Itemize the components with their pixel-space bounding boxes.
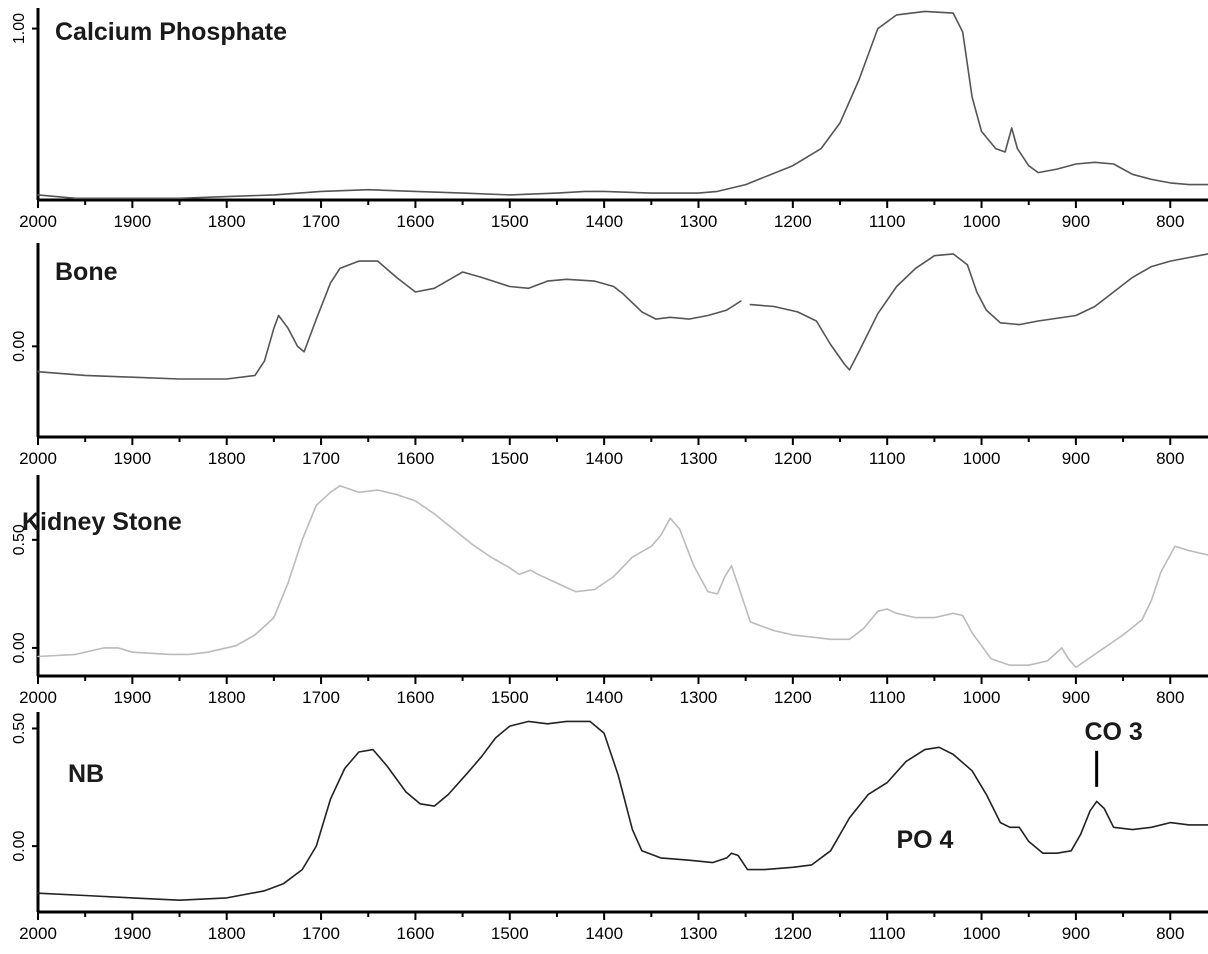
panel-title: NB [68,760,104,788]
y-tick-label: 0.00 [11,830,28,861]
x-tick-label: 800 [1156,449,1184,468]
x-tick-label: 1600 [397,449,435,468]
spectrum-line [37,485,1208,669]
panel-4: 2000 1900 1800 1700 1600 1500 1400 1300 1200 1100… [11,712,1208,943]
x-tick-label: 1500 [491,688,529,707]
x-tick-label: 1500 [491,212,529,231]
x-tick-label: 1300 [680,212,718,231]
x-tick-label: 1000 [963,449,1001,468]
x-tick-label: 900 [1062,688,1090,707]
x-tick-label: 2000 [19,924,57,943]
x-tick-label: 1500 [491,449,529,468]
panel-1: 2000 1900 1800 1700 1600 1500 1400 1300 1200 1100… [11,8,1208,231]
y-tick-label: 0.50 [11,713,28,744]
x-tick-label: 800 [1156,688,1184,707]
x-tick-label: 1400 [585,449,623,468]
x-tick-label: 1300 [680,449,718,468]
spectrum-line [37,720,1208,901]
x-tick-label: 1400 [585,924,623,943]
x-tick-label: 1400 [585,688,623,707]
x-tick-label: 1200 [774,212,812,231]
y-tick-label: 1.00 [11,13,28,44]
spectrum-line [37,10,1208,200]
x-tick-label: 800 [1156,924,1184,943]
y-tick-label: 0.50 [11,524,28,555]
x-tick-label: 1200 [774,924,812,943]
x-tick-label: 2000 [19,212,57,231]
x-tick-label: 1800 [208,449,246,468]
x-tick-label: 900 [1062,924,1090,943]
x-tick-label: 1700 [302,688,340,707]
x-tick-label: 1600 [397,924,435,943]
x-tick-label: 900 [1062,449,1090,468]
x-tick-label: 1900 [113,688,151,707]
x-tick-label: 1400 [585,212,623,231]
x-tick-label: 1600 [397,688,435,707]
x-tick-label: 1900 [113,924,151,943]
x-tick-label: 1800 [208,212,246,231]
x-tick-label: 1300 [680,924,718,943]
x-tick-label: 800 [1156,212,1184,231]
panel-title: Calcium Phosphate [55,18,287,46]
x-tick-label: 1800 [208,688,246,707]
spectrum-line [37,260,742,380]
y-tick-label: 0.00 [11,632,28,663]
panel-2: 2000 1900 1800 1700 1600 1500 1400 1300 1200 1100… [11,243,1208,468]
annotation-label: CO 3 [1084,718,1142,746]
x-tick-label: 1500 [491,924,529,943]
x-tick-label: 1700 [302,449,340,468]
x-tick-label: 1900 [113,212,151,231]
x-tick-label: 900 [1062,212,1090,231]
x-tick-label: 1000 [963,212,1001,231]
x-tick-label: 1700 [302,924,340,943]
y-tick-label: 0.00 [11,331,28,362]
x-tick-label: 2000 [19,688,57,707]
x-tick-label: 1700 [302,212,340,231]
x-tick-label: 1300 [680,688,718,707]
x-tick-label: 1200 [774,449,812,468]
x-tick-label: 1000 [963,688,1001,707]
x-tick-label: 2000 [19,449,57,468]
annotation-label: PO 4 [896,826,953,854]
x-tick-label: 1100 [869,924,906,943]
x-tick-label: 1600 [397,212,435,231]
x-tick-label: 1100 [869,212,906,231]
panel-title: Bone [55,258,118,286]
spectrum-line [749,253,1208,371]
x-tick-label: 1000 [963,924,1001,943]
x-tick-label: 1800 [208,924,246,943]
panel-3: 2000 1900 1800 1700 1600 1500 1400 1300 1200 1100… [11,475,1208,707]
panel-title: Kidney Stone [22,508,182,536]
x-tick-label: 1100 [869,688,906,707]
x-tick-label: 1100 [869,449,906,468]
x-tick-label: 1200 [774,688,812,707]
x-tick-label: 1900 [113,449,151,468]
